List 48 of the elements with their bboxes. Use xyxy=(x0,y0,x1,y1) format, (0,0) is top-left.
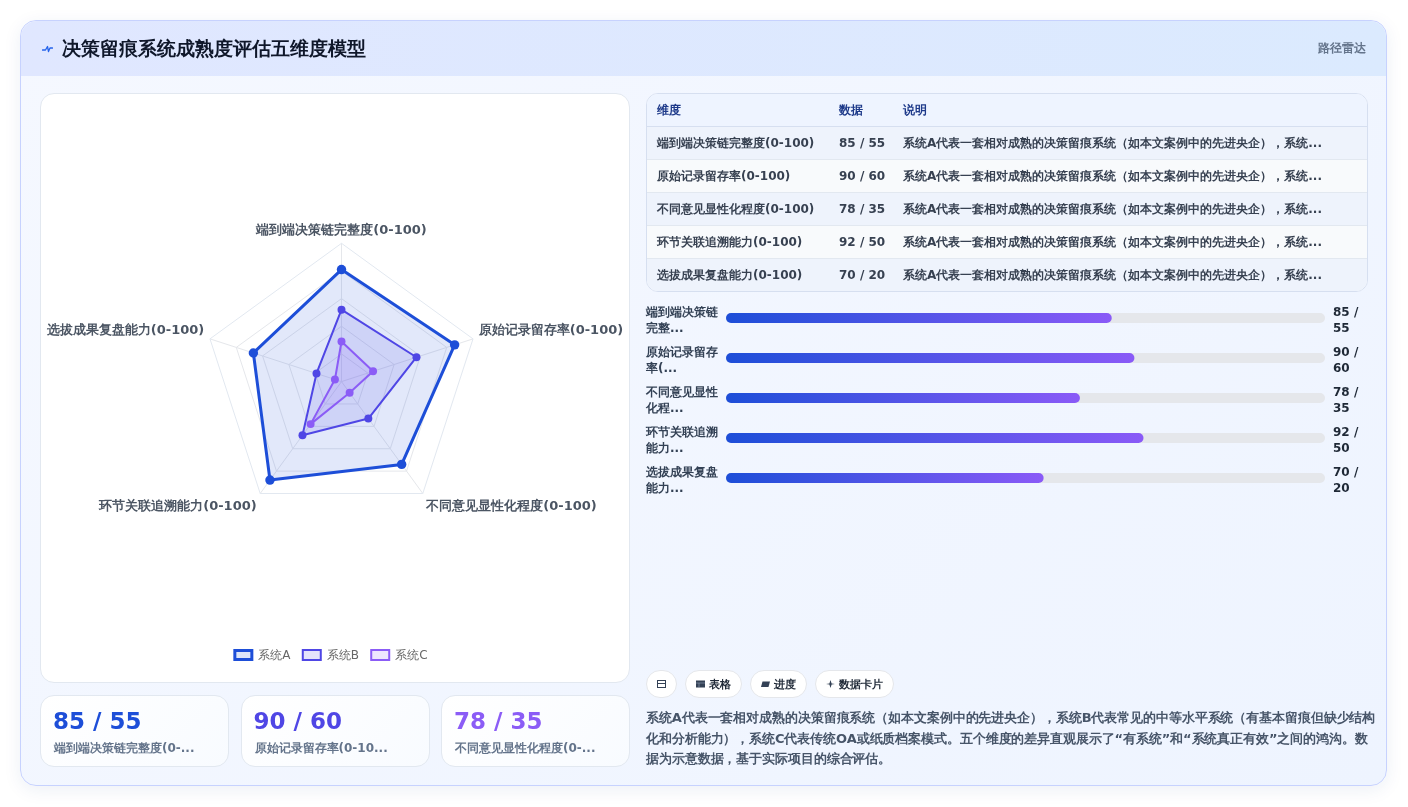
legend-label: 系统B xyxy=(326,647,360,662)
category-label: 数据 xyxy=(839,102,863,118)
data-label: 70 / 20 xyxy=(1333,464,1360,496)
category-label: 说明 xyxy=(903,102,927,118)
category-label: 端到端决策链完整度(0-... xyxy=(54,740,195,756)
legend-label: 系统A xyxy=(258,647,292,662)
text: 系统A代表一套相对成熟的决策留痕系统（如本文案例中的先进央企），系统... xyxy=(903,268,1322,282)
text: 85 / 55 xyxy=(53,708,142,734)
text: 不同意见显性化程度(0-100) xyxy=(657,202,815,216)
y-tick-label: 原始记录留存率(... xyxy=(646,344,719,376)
spoke-label: 选拔成果复盘能力(0-100) xyxy=(45,321,205,337)
text: 决策留痕系统成熟度评估五维度模型 xyxy=(62,36,366,60)
text: 原始记录留存率(0-100) xyxy=(657,169,791,183)
text: 选拔成果复盘能力(0-100) xyxy=(657,268,803,282)
category-label: 进度 xyxy=(774,676,796,692)
category-label: 维度 xyxy=(657,102,681,118)
text: 78 / 35 xyxy=(454,708,543,734)
spoke-label: 不同意见显性化程度(0-100) xyxy=(425,497,597,513)
y-tick-label: 不同意见显性化程... xyxy=(646,384,719,416)
text: 92 / 50 xyxy=(839,235,886,249)
text: 90 / 60 xyxy=(253,708,342,734)
data-label: 78 / 35 xyxy=(1333,384,1360,416)
category-label: 数据卡片 xyxy=(839,676,883,692)
category-label: 不同意见显性化程度(0-... xyxy=(455,740,596,756)
text: 环节关联追溯能力(0-100) xyxy=(657,235,803,249)
data-label: 90 / 60 xyxy=(1333,344,1360,376)
category-label: 原始记录留存率(0-10... xyxy=(254,740,388,756)
spoke-label: 环节关联追溯能力(0-100) xyxy=(98,497,257,513)
spoke-label: 原始记录留存率(0-100) xyxy=(477,321,624,337)
legend-label: 系统C xyxy=(395,647,428,662)
text: 78 / 35 xyxy=(839,202,886,216)
text: 端到端决策链完整度(0-100) xyxy=(657,136,815,150)
category-label: 表格 xyxy=(709,676,731,692)
text: 路径雷达 xyxy=(1318,40,1366,56)
data-label: 92 / 50 xyxy=(1333,424,1360,456)
text: 系统A代表一套相对成熟的决策留痕系统（如本文案例中的先进央企），系统B代表常见的中等水平系统（有基本留痕但缺少结构化和分析能力），系统C代表传统OA或纸质档案模式。五个维度的差异直观展示了“有系统”和“系统真正有效”之间的鸿沟。数据为示意数据，基于实际项目的综合评估。 xyxy=(646,709,1376,768)
y-tick-label: 端到端决策链完整... xyxy=(646,304,719,336)
spoke-label: 端到端决策链完整度(0-100) xyxy=(255,221,427,237)
text: 90 / 60 xyxy=(839,169,886,183)
text: 系统A代表一套相对成熟的决策留痕系统（如本文案例中的先进央企），系统... xyxy=(903,202,1322,216)
y-tick-label: 选拔成果复盘能力... xyxy=(646,464,719,496)
text: 70 / 20 xyxy=(839,268,886,282)
data-label: 85 / 55 xyxy=(1333,304,1360,336)
text: 系统A代表一套相对成熟的决策留痕系统（如本文案例中的先进央企），系统... xyxy=(903,169,1322,183)
text: 85 / 55 xyxy=(839,136,886,150)
text: 系统A代表一套相对成熟的决策留痕系统（如本文案例中的先进央企），系统... xyxy=(903,136,1322,150)
y-tick-label: 环节关联追溯能力... xyxy=(646,424,719,456)
text: 系统A代表一套相对成熟的决策留痕系统（如本文案例中的先进央企），系统... xyxy=(903,235,1322,249)
